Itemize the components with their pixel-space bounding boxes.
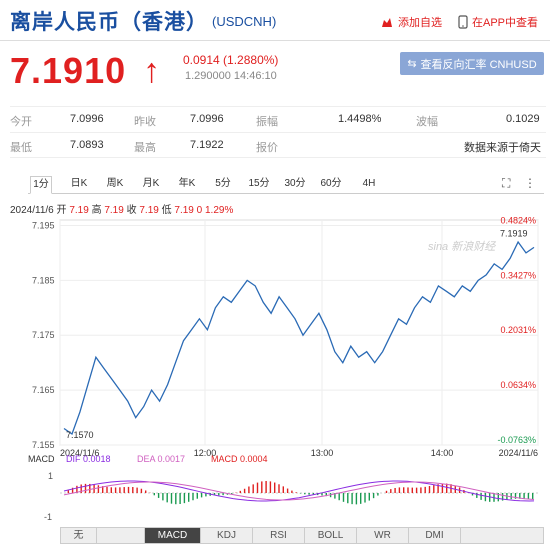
- info-open: 7.19: [69, 205, 89, 216]
- pct-tick-label: 0.4824%: [500, 215, 536, 225]
- dif-label: DIF 0.0018: [66, 454, 111, 464]
- high-value: 7.1922: [190, 139, 224, 151]
- info-open-label: 开: [56, 205, 67, 216]
- ind-none[interactable]: 无: [61, 528, 97, 543]
- ind-kdj[interactable]: KDJ: [201, 528, 253, 543]
- tab-5min[interactable]: 5分: [215, 178, 231, 189]
- macd-y-label: -1: [44, 512, 52, 522]
- y-tick-label: 7.165: [32, 385, 55, 395]
- x-tick-label: 2024/11/6: [60, 448, 99, 458]
- ohlc-info: 2024/11/6 开 7.19 高 7.19 收 7.19 低 7.19 0 …: [10, 201, 233, 216]
- last-price-label: 7.1919: [500, 229, 528, 239]
- info-percent: 1.29%: [205, 205, 234, 216]
- price-chart[interactable]: 7.195 0.4824% 7.185 0.3427% 7.175 0.2031% 7.16…: [0, 210, 550, 526]
- fullscreen-icon[interactable]: ⛶: [502, 176, 511, 190]
- macd-value-label: MACD 0.0004: [211, 454, 268, 464]
- view-in-app-button[interactable]: 在APP中查看: [458, 14, 538, 30]
- reverse-rate-button[interactable]: ⇆ 查看反向汇率 CNHUSD: [400, 52, 544, 75]
- dif-line: [63, 480, 535, 502]
- info-low-label: 低: [161, 205, 172, 216]
- y-tick-label: 7.155: [32, 440, 55, 450]
- wave-value: 0.1029: [506, 113, 540, 125]
- pct-tick-label: -0.0763%: [497, 435, 536, 445]
- page-title: 离岸人民币（香港）: [10, 11, 208, 34]
- divider: [0, 40, 550, 41]
- reverse-rate-label: 查看反向汇率 CNHUSD: [420, 58, 537, 71]
- pct-tick-label: 0.2031%: [500, 325, 536, 335]
- macd-label: MACD: [28, 454, 55, 464]
- tab-day[interactable]: 日K: [70, 178, 88, 189]
- pct-tick-label: 0.0634%: [500, 380, 536, 390]
- current-price: 7.1910: [10, 50, 127, 91]
- ind-boll[interactable]: BOLL: [305, 528, 357, 543]
- info-high-label: 高: [91, 205, 102, 216]
- ind-wr[interactable]: WR: [357, 528, 409, 543]
- add-favorite-label: 添加自选: [398, 17, 442, 29]
- info-date: 2024/11/6: [10, 205, 54, 216]
- tab-15min[interactable]: 15分: [248, 178, 270, 189]
- y-tick-label: 7.185: [32, 275, 55, 285]
- settings-icon[interactable]: ⋮: [524, 176, 536, 190]
- stats-table: 今开 7.0996 昨收 7.0996 振幅 1.4498% 波幅 0.1029…: [10, 106, 546, 158]
- y-tick-label: 7.195: [32, 220, 55, 230]
- price-line: [63, 240, 535, 436]
- low-label: 最低: [10, 142, 32, 154]
- tab-year[interactable]: 年K: [178, 178, 196, 189]
- open-label: 今开: [10, 116, 32, 128]
- amplitude-label: 振幅: [256, 116, 278, 128]
- stats-row: 今开 7.0996 昨收 7.0996 振幅 1.4498% 波幅 0.1029: [10, 106, 546, 132]
- swap-icon: ⇆: [407, 58, 417, 70]
- tab-week[interactable]: 周K: [106, 178, 124, 189]
- plot-frame: [59, 219, 539, 446]
- ind-macd[interactable]: MACD: [145, 528, 201, 543]
- price-change: 0.0914 (1.2880%): [183, 53, 279, 67]
- info-change: 0: [196, 205, 203, 216]
- low-price-label: 7.1570: [66, 430, 94, 440]
- dea-label: DEA 0.0017: [137, 454, 185, 464]
- tab-60min[interactable]: 60分: [320, 178, 342, 189]
- low-value: 7.0893: [70, 139, 104, 151]
- tab-4h[interactable]: 4H: [362, 178, 376, 189]
- ind-dmi[interactable]: DMI: [409, 528, 461, 543]
- x-tick-label: 14:00: [431, 448, 454, 458]
- up-arrow-icon: ↑: [143, 52, 160, 90]
- symbol-code: (USDCNH): [212, 14, 277, 29]
- period-tabs: 1分 日K 周K 月K 年K 5分 15分 30分 60分 4H ⛶ ⋮: [28, 174, 544, 194]
- info-close: 7.19: [139, 205, 159, 216]
- tab-month[interactable]: 月K: [142, 178, 160, 189]
- x-tick-label: 12:00: [194, 448, 217, 458]
- view-in-app-label: 在APP中查看: [472, 17, 539, 29]
- info-low: 7.19: [174, 205, 194, 216]
- info-high: 7.19: [104, 205, 124, 216]
- tab-1min[interactable]: 1分: [30, 176, 52, 194]
- macd-y-label: 1: [48, 471, 53, 481]
- wave-label: 波幅: [416, 116, 438, 128]
- prev-close-label: 昨收: [134, 116, 156, 128]
- add-favorite-button[interactable]: 添加自选: [380, 14, 442, 30]
- high-label: 最高: [134, 142, 156, 154]
- tab-30min[interactable]: 30分: [284, 178, 306, 189]
- x-tick-label: 13:00: [311, 448, 334, 458]
- phone-icon: [458, 15, 468, 29]
- info-close-label: 收: [126, 205, 137, 216]
- ind-rsi[interactable]: RSI: [253, 528, 305, 543]
- ind-blank[interactable]: [97, 528, 145, 543]
- data-source: 数据来源于倚天: [464, 142, 541, 154]
- favorite-icon: [382, 18, 392, 27]
- x-tick-label: 2024/11/6: [499, 448, 538, 458]
- y-tick-label: 7.175: [32, 330, 55, 340]
- quote-label: 报价: [256, 142, 278, 154]
- stats-row: 最低 7.0893 最高 7.1922 报价 数据来源于倚天: [10, 132, 546, 158]
- amplitude-value: 1.4498%: [338, 113, 382, 125]
- pct-tick-label: 0.3427%: [500, 270, 536, 280]
- prev-close-value: 7.0996: [190, 113, 224, 125]
- price-timestamp: 1.290000 14:46:10: [185, 70, 277, 82]
- header: 离岸人民币（香港） (USDCNH) 添加自选 在APP中查看: [0, 0, 550, 42]
- indicator-tabs: 无 MACD KDJ RSI BOLL WR DMI: [60, 527, 544, 544]
- watermark: sina 新浪财经: [428, 240, 496, 253]
- open-value: 7.0996: [70, 113, 104, 125]
- dea-line: [63, 481, 535, 501]
